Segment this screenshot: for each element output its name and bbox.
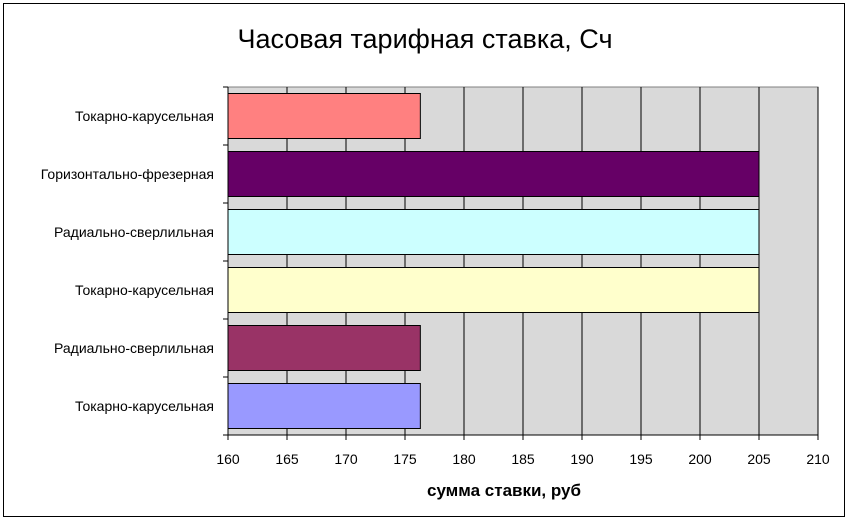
bar [227,93,421,139]
category-label: Горизонтально-фрезерная [41,166,214,182]
x-tick-label: 160 [216,451,240,467]
category-label: Радиально-сверлильная [54,340,214,356]
bar [227,383,421,429]
x-axis-title: сумма ставки, руб [427,481,581,500]
category-label: Токарно-карусельная [75,108,214,124]
category-label: Токарно-карусельная [75,282,214,298]
category-label: Токарно-карусельная [75,398,214,414]
x-tick-label: 180 [452,451,476,467]
x-tick-label: 205 [747,451,771,467]
bar [227,267,760,313]
bar [227,209,760,255]
x-tick-label: 195 [629,451,653,467]
chart-title: Часовая тарифная ставка, Сч [237,24,613,54]
x-tick-label: 165 [275,451,299,467]
x-tick-label: 210 [806,451,830,467]
x-tick-label: 190 [570,451,594,467]
x-tick-label: 185 [511,451,535,467]
category-label: Радиально-сверлильная [54,224,214,240]
x-tick-label: 170 [334,451,358,467]
bar [227,151,760,197]
x-tick-label: 175 [393,451,417,467]
x-tick-label: 200 [688,451,712,467]
bar [227,325,421,371]
